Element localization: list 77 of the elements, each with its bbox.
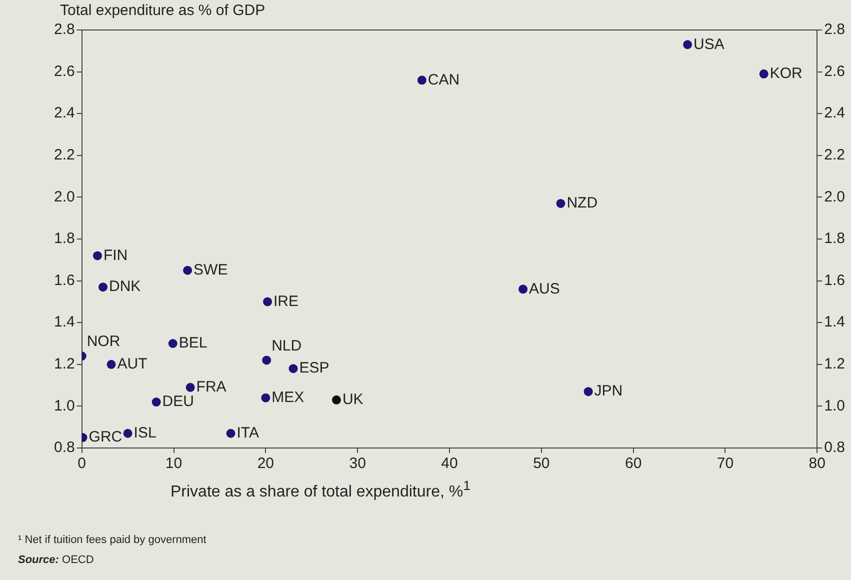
y2-tick-label: 1.2: [824, 356, 846, 373]
y2-tick-label: 1.6: [824, 272, 846, 289]
y-tick-label: 2.4: [54, 104, 75, 122]
y2-tick-label: 1.0: [824, 397, 846, 414]
y-tick-label: 2.6: [54, 62, 75, 80]
point: [106, 360, 116, 369]
x-tick-label: 70: [716, 455, 734, 472]
x-tick-label: 40: [441, 455, 458, 472]
x-tick-label: 10: [165, 455, 182, 472]
x-tick-label: 20: [257, 455, 274, 472]
point: [168, 339, 178, 348]
x-tick-label: 0: [78, 455, 86, 472]
annotation: IRE: [274, 292, 299, 310]
y-tick-label: 1.0: [54, 397, 75, 414]
point: [417, 76, 426, 85]
y-tick-label: 2.0: [54, 188, 75, 206]
annotation: KOR: [770, 65, 803, 82]
annotation: DEU: [162, 393, 194, 410]
y-tick-label: 1.6: [54, 272, 75, 289]
y2-tick-label: 2.8: [824, 21, 846, 38]
y2-tick-label: 1.8: [824, 230, 846, 248]
point: [92, 251, 102, 260]
y2-tick-label: 2.2: [824, 146, 846, 164]
x-tick-label: 60: [624, 455, 642, 472]
x-axis-title: Private as a share of total expenditure, %$^{1}$: [169, 478, 472, 502]
text: ¹ Net if tuition fees paid by government: [18, 533, 206, 548]
annotation: GRC: [88, 428, 122, 446]
point: [183, 266, 192, 275]
annotation: NZD: [566, 194, 598, 212]
x-tick-label: 80: [808, 455, 826, 472]
point: [98, 282, 108, 292]
point: [186, 382, 195, 392]
annotation: SWE: [194, 261, 228, 278]
annotation: AUS: [529, 280, 560, 298]
point: [584, 387, 593, 396]
annotation: ISL: [134, 424, 156, 442]
annotation: USA: [694, 36, 724, 53]
y-tick-label: 1.4: [54, 314, 75, 331]
point: [332, 395, 341, 404]
point: [518, 284, 528, 294]
point: [261, 393, 270, 402]
y2-tick-label: 2.4: [824, 104, 846, 122]
point: [123, 428, 132, 438]
point: [226, 428, 236, 438]
source-note: Source: OECD: [18, 553, 95, 568]
y-tick-label: 0.8: [54, 439, 75, 456]
annotation: ESP: [299, 360, 330, 377]
y-axis-title: Total expenditure as % of GDP: [60, 2, 266, 19]
y-tick-label: 2.2: [54, 146, 75, 164]
point: [759, 69, 768, 78]
annotation: NLD: [272, 337, 302, 354]
annotation: ITA: [236, 424, 259, 442]
annotation: DNK: [108, 278, 141, 296]
y2-tick-label: 0.8: [824, 439, 846, 456]
x-tick-label: 30: [349, 455, 366, 472]
annotation: AUT: [117, 356, 148, 373]
annotation: BEL: [178, 334, 208, 352]
point: [556, 198, 566, 208]
y-tick-label: 1.2: [54, 356, 75, 373]
x-tick-label: 50: [533, 455, 550, 472]
annotation: FIN: [103, 246, 128, 264]
annotation: FRA: [196, 378, 226, 396]
y-tick-label: 1.8: [54, 230, 75, 248]
y-tick-label: 2.8: [54, 21, 75, 38]
y2-tick-label: 1.4: [824, 314, 846, 331]
point: [262, 356, 272, 365]
annotation: UK: [342, 391, 364, 408]
point: [263, 297, 272, 306]
annotation: CAN: [428, 71, 460, 88]
annotation: NOR: [86, 333, 120, 350]
point: [683, 40, 692, 50]
y2-tick-label: 2.6: [824, 62, 846, 80]
annotation: MEX: [272, 388, 304, 406]
point: [288, 364, 298, 374]
annotation: JPN: [594, 382, 623, 400]
point: [152, 398, 161, 407]
y2-tick-label: 2.0: [824, 188, 846, 206]
